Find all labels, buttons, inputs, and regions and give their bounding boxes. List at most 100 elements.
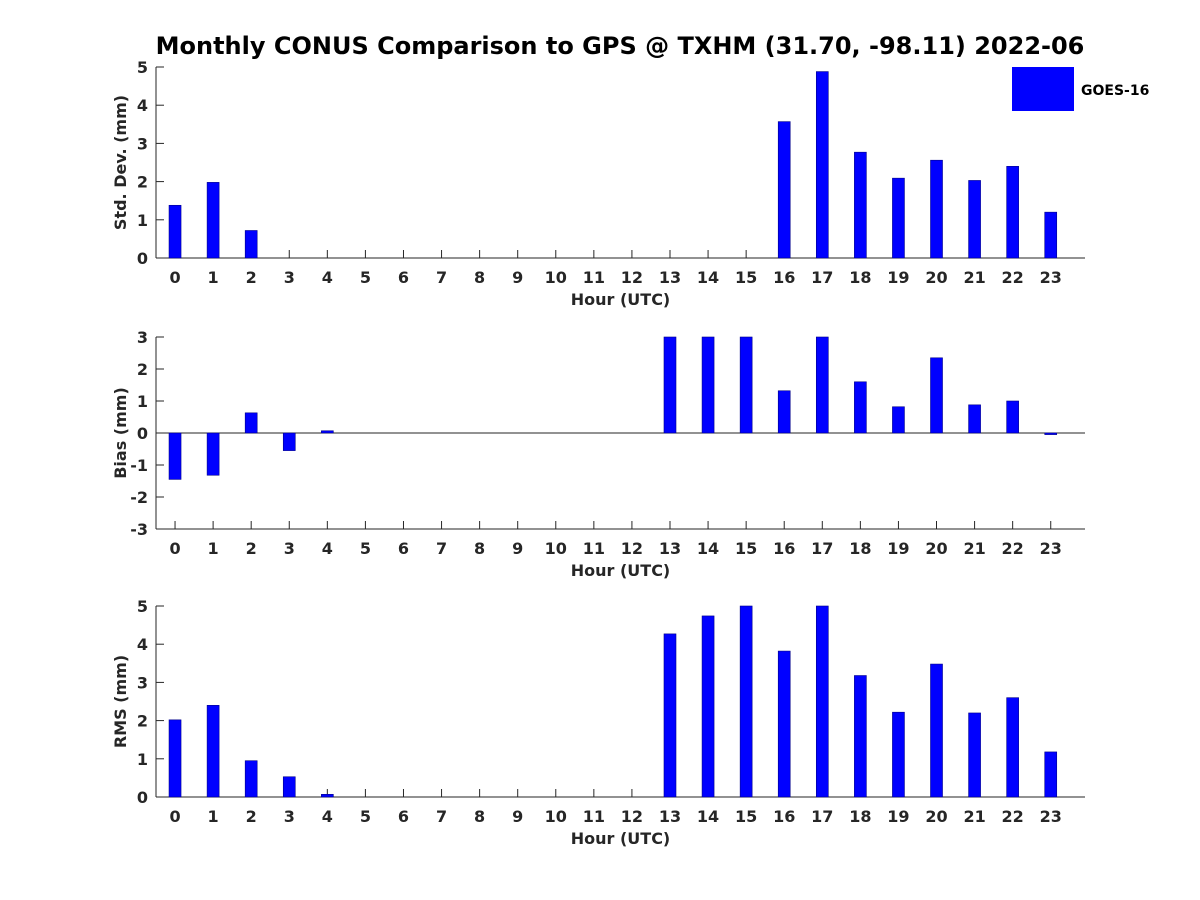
std-dev-x-tick-label: 11 xyxy=(583,268,605,287)
rms-x-tick-label: 15 xyxy=(735,807,757,826)
bias-x-tick-label: 1 xyxy=(208,539,219,558)
bias-x-tick-label: 18 xyxy=(849,539,871,558)
rms-bar-hour-3 xyxy=(282,776,296,798)
rms-bar-hour-22 xyxy=(1006,697,1019,798)
std-dev-x-tick-label: 2 xyxy=(246,268,257,287)
std-dev-bar-hour-22 xyxy=(1006,166,1019,259)
rms-x-tick-label: 11 xyxy=(583,807,605,826)
std-dev-bar-hour-18 xyxy=(854,151,867,259)
std-dev-y-tick-label: 0 xyxy=(137,249,148,268)
std-dev-x-tick-label: 5 xyxy=(360,268,371,287)
rms-x-tick-label: 16 xyxy=(773,807,795,826)
std-dev-bar-hour-0 xyxy=(168,204,182,259)
rms-bar-hour-16 xyxy=(777,650,791,798)
std-dev-x-axis-label: Hour (UTC) xyxy=(571,290,671,309)
std-dev-x-tick-label: 1 xyxy=(208,268,219,287)
rms-x-tick-label: 8 xyxy=(474,807,485,826)
bias-bar-hour-3 xyxy=(282,432,296,451)
rms-bar-hour-1 xyxy=(206,705,220,798)
rms-x-tick-label: 0 xyxy=(169,807,180,826)
bias-x-tick-label: 12 xyxy=(621,539,643,558)
std-dev-bar-hour-19 xyxy=(892,177,905,259)
std-dev-x-tick-label: 18 xyxy=(849,268,871,287)
rms-x-tick-label: 14 xyxy=(697,807,719,826)
rms-x-tick-label: 3 xyxy=(284,807,295,826)
std-dev-y-axis-label: Std. Dev. (mm) xyxy=(111,95,130,230)
std-dev-bar-hour-20 xyxy=(930,159,943,259)
std-dev-y-tick-label: 5 xyxy=(137,58,148,77)
std-dev-x-tick-label: 9 xyxy=(512,268,523,287)
rms-bar-hour-17 xyxy=(815,605,829,798)
bias-bar-hour-13 xyxy=(663,336,677,434)
std-dev-x-tick-label: 21 xyxy=(963,268,985,287)
std-dev-x-tick-label: 0 xyxy=(169,268,180,287)
bias-x-tick-label: 4 xyxy=(322,539,333,558)
bias-bar-hour-19 xyxy=(892,406,905,434)
bias-bar-hour-22 xyxy=(1006,400,1019,434)
bias-x-axis-label: Hour (UTC) xyxy=(571,561,671,580)
bias-x-tick-label: 16 xyxy=(773,539,795,558)
rms-y-tick-label: 3 xyxy=(137,673,148,692)
bias-x-tick-label: 22 xyxy=(1002,539,1024,558)
bias-y-tick-label: -2 xyxy=(130,488,148,507)
rms-bar-hour-18 xyxy=(854,675,867,798)
rms-bar-hour-15 xyxy=(739,605,753,798)
std-dev-y-tick-label: 2 xyxy=(137,173,148,192)
std-dev-x-tick-label: 15 xyxy=(735,268,757,287)
bias-x-tick-label: 2 xyxy=(246,539,257,558)
rms-x-tick-label: 5 xyxy=(360,807,371,826)
std-dev-bar-hour-2 xyxy=(244,230,258,259)
bias-bar-hour-14 xyxy=(701,336,715,434)
std-dev-x-tick-label: 7 xyxy=(436,268,447,287)
std-dev-x-tick-label: 23 xyxy=(1040,268,1062,287)
rms-bar-hour-21 xyxy=(968,712,981,798)
std-dev-x-tick-label: 17 xyxy=(811,268,833,287)
rms-y-tick-label: 0 xyxy=(137,788,148,807)
bias-x-tick-label: 14 xyxy=(697,539,719,558)
bias-bar-hour-1 xyxy=(206,432,220,476)
bias-x-tick-label: 15 xyxy=(735,539,757,558)
rms-x-tick-label: 19 xyxy=(887,807,909,826)
rms-bar-hour-20 xyxy=(930,663,943,798)
bias-y-tick-label: 3 xyxy=(137,328,148,347)
rms-x-tick-label: 4 xyxy=(322,807,333,826)
rms-bar-hour-2 xyxy=(244,760,258,798)
bias-x-tick-label: 20 xyxy=(925,539,947,558)
std-dev-bar-hour-1 xyxy=(206,182,220,259)
rms-x-tick-label: 20 xyxy=(925,807,947,826)
bias-x-tick-label: 17 xyxy=(811,539,833,558)
rms-y-tick-label: 5 xyxy=(137,597,148,616)
bias-bar-hour-0 xyxy=(168,432,182,480)
rms-x-tick-label: 12 xyxy=(621,807,643,826)
chart-title: Monthly CONUS Comparison to GPS @ TXHM (… xyxy=(156,32,1085,60)
std-dev-x-tick-label: 22 xyxy=(1002,268,1024,287)
bias-x-tick-label: 5 xyxy=(360,539,371,558)
std-dev-x-tick-label: 12 xyxy=(621,268,643,287)
std-dev-bar-hour-16 xyxy=(777,121,791,259)
bias-x-tick-label: 9 xyxy=(512,539,523,558)
rms-x-tick-label: 10 xyxy=(545,807,567,826)
bias-y-tick-label: 0 xyxy=(137,424,148,443)
legend-label-goes-16: GOES-16 xyxy=(1081,83,1149,99)
bias-y-tick-label: -1 xyxy=(130,456,148,475)
rms-y-axis-label: RMS (mm) xyxy=(111,655,130,748)
legend: GOES-16 xyxy=(1012,67,1149,111)
std-dev-y-tick-label: 3 xyxy=(137,134,148,153)
bias-x-tick-label: 13 xyxy=(659,539,681,558)
bias-bar-hour-2 xyxy=(244,412,258,434)
bias-y-tick-label: 2 xyxy=(137,360,148,379)
rms-x-tick-label: 9 xyxy=(512,807,523,826)
rms-y-tick-label: 2 xyxy=(137,712,148,731)
std-dev-x-tick-label: 13 xyxy=(659,268,681,287)
std-dev-x-tick-label: 14 xyxy=(697,268,719,287)
rms-bar-hour-14 xyxy=(701,615,715,798)
std-dev-x-tick-label: 19 xyxy=(887,268,909,287)
bias-bar-hour-16 xyxy=(777,390,791,434)
bias-x-tick-label: 11 xyxy=(583,539,605,558)
rms-x-tick-label: 1 xyxy=(208,807,219,826)
legend-swatch-goes-16 xyxy=(1012,67,1074,111)
bias-bar-hour-18 xyxy=(854,381,867,434)
std-dev-x-tick-label: 10 xyxy=(545,268,567,287)
